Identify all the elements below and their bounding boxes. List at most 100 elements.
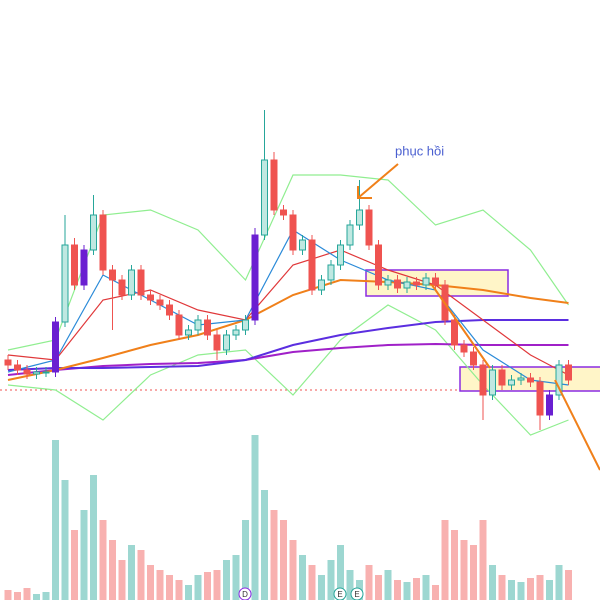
volume-bar <box>14 592 21 600</box>
candle-body <box>479 364 487 396</box>
candle-body <box>42 371 50 374</box>
candle-body <box>61 244 69 323</box>
candle-body <box>14 364 21 371</box>
candle-body <box>23 369 31 375</box>
volume-bar <box>23 588 31 600</box>
volume-bar <box>327 560 335 600</box>
volume-bar <box>80 510 88 600</box>
volume-bar <box>460 540 468 600</box>
candle-body <box>251 234 259 321</box>
volume-bar <box>166 575 173 600</box>
volume-bar <box>33 594 40 600</box>
volume-bar <box>137 550 145 600</box>
candle-body <box>280 209 287 216</box>
candle-body <box>204 319 211 336</box>
candle-body <box>33 371 40 375</box>
candle-body <box>166 304 173 316</box>
volume-bar <box>147 565 154 600</box>
volume-bar <box>261 490 268 600</box>
volume-bar <box>251 435 259 600</box>
candle-body <box>356 209 363 226</box>
candle-body <box>451 319 458 346</box>
candle-body <box>318 279 325 291</box>
volume-bar <box>517 582 525 600</box>
volume-bar <box>194 575 202 600</box>
candle-body <box>270 159 278 211</box>
candle-body <box>147 294 154 301</box>
volume-bar <box>470 545 477 600</box>
event-label: E <box>354 590 359 599</box>
candle-body <box>289 214 297 251</box>
volume-bar <box>185 585 192 600</box>
trend-line <box>431 284 491 369</box>
candle-body <box>365 209 373 246</box>
candle-body <box>384 279 392 286</box>
volume-bar <box>546 580 553 600</box>
indicator-line <box>7 249 569 376</box>
candle-body <box>527 377 534 383</box>
volume-bar <box>109 540 116 600</box>
volume-bar <box>384 570 392 600</box>
candle-body <box>71 244 78 286</box>
event-icon: D <box>238 587 252 600</box>
volume-bar <box>422 575 430 600</box>
candle-body <box>118 279 126 296</box>
candle-body <box>470 351 477 366</box>
candle-body <box>128 269 135 296</box>
volume-bar <box>61 480 69 600</box>
candle-body <box>232 329 240 336</box>
candle-body <box>403 281 411 289</box>
volume-bar <box>223 560 230 600</box>
volume-bar <box>498 575 506 600</box>
volume-bar <box>527 578 534 600</box>
event-icon: E <box>333 587 347 600</box>
candle-body <box>432 277 439 286</box>
volume-bar <box>318 575 325 600</box>
indicator-layer <box>7 174 569 436</box>
candle-body <box>80 249 88 286</box>
candle-body <box>422 277 430 286</box>
candle-body <box>546 394 553 416</box>
candle-body <box>508 379 515 386</box>
volume-bar <box>232 555 240 600</box>
volume-bar <box>128 545 135 600</box>
volume-bar <box>42 592 50 600</box>
event-icon: E <box>350 587 364 600</box>
candle-body <box>498 369 506 386</box>
volume-bar <box>4 590 12 600</box>
candle-body <box>90 214 97 251</box>
volume-bar <box>156 570 164 600</box>
volume-bar <box>289 540 297 600</box>
volume-bar <box>270 510 278 600</box>
volume-bar <box>175 580 183 600</box>
volume-bar <box>90 475 97 600</box>
indicator-line <box>7 278 569 381</box>
volume-bar <box>508 580 515 600</box>
candle-body <box>52 321 59 373</box>
arrow <box>357 163 399 199</box>
candle-body <box>460 344 468 353</box>
volume-bar <box>242 520 249 600</box>
candle-body <box>327 264 335 281</box>
candle-body <box>337 244 344 266</box>
candle-layer <box>4 110 572 430</box>
annotation: phục hồi <box>395 143 444 158</box>
volume-bar <box>451 530 458 600</box>
candle-body <box>517 377 525 381</box>
candle-body <box>213 334 221 351</box>
candle-body <box>242 319 249 331</box>
candle-body <box>99 214 107 271</box>
event-label: D <box>242 590 248 599</box>
indicator-line <box>7 342 569 376</box>
candle-body <box>194 319 202 331</box>
volume-bar <box>375 575 382 600</box>
volume-bar <box>441 520 449 600</box>
volume-bar <box>394 580 401 600</box>
volume-bar <box>52 440 59 600</box>
candle-body <box>137 269 145 296</box>
candle-body <box>536 381 544 416</box>
candle-body <box>413 281 420 286</box>
candle-body <box>489 369 496 396</box>
volume-bar <box>413 578 420 600</box>
